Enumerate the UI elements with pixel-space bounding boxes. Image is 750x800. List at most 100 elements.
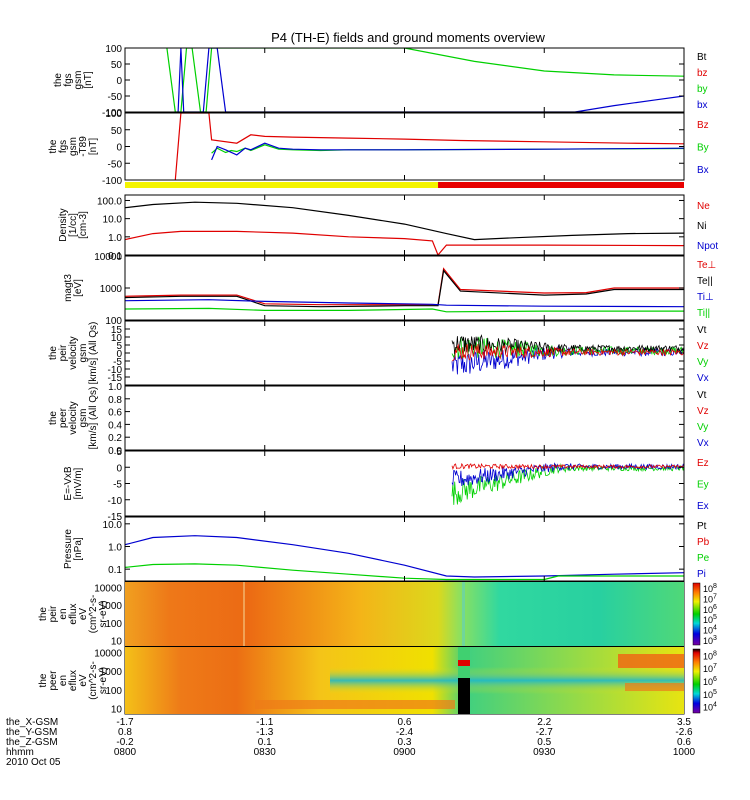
mode-bar-fast xyxy=(438,182,684,188)
y-tick-label: -100 xyxy=(102,176,122,187)
spectrogram-1-image xyxy=(125,582,684,646)
legend-entry: Ti|| xyxy=(697,308,710,319)
legend-entry: Vz xyxy=(697,406,709,417)
y-tick-label: -5 xyxy=(113,357,122,368)
y-tick-label: 10 xyxy=(111,704,123,715)
series-line xyxy=(125,535,684,578)
panel-frame xyxy=(124,385,685,451)
legend-entry: By xyxy=(697,143,709,154)
ylabel-line: (cm^2-s- xyxy=(88,661,99,700)
footer-row-label: the_Y-GSM xyxy=(6,727,57,738)
y-tick-label: 0.8 xyxy=(108,395,122,406)
ylabel-line: [eV] xyxy=(73,279,84,297)
ylabel-line: magt3 xyxy=(63,274,74,302)
colorbar-2 xyxy=(692,648,701,714)
legend-entry: Ez xyxy=(697,458,709,469)
series-line xyxy=(177,48,684,112)
legend-entry: Npot xyxy=(697,241,718,252)
panel-pressure: 10.0 1.0 0.1 Pressure [nPa] Pt Pb Pe Pi xyxy=(63,516,710,582)
y-tick-label: 50 xyxy=(111,126,123,137)
ylabel-line: peir xyxy=(48,605,59,622)
y-axis-label: the fgs gsm [nT] xyxy=(53,71,94,90)
x-ticks xyxy=(124,386,685,450)
footer-value: 0.6 xyxy=(398,717,412,728)
y-tick-label: 10 xyxy=(111,333,123,344)
legend-entry: Pe xyxy=(697,553,710,564)
footer-value: 0.8 xyxy=(118,727,132,738)
ylabel-line: [1/cc] xyxy=(68,213,79,237)
ylabel-line: velocity xyxy=(68,336,79,369)
legend-entry: bz xyxy=(697,68,708,79)
x-ticks xyxy=(124,451,685,516)
legend-entry: Vx xyxy=(697,373,709,384)
ylabel-line: en xyxy=(58,608,69,619)
ylabel-line: sr-eV) xyxy=(98,600,109,627)
ylabel-line: the xyxy=(48,411,59,425)
series-line xyxy=(451,463,684,505)
y-tick-label: 100 xyxy=(105,109,122,120)
legend-entry: Pt xyxy=(697,521,707,532)
ylabel-line: sr-eV) xyxy=(98,667,109,694)
colorbar-tick-label: 107 xyxy=(703,594,717,605)
y-axis-label: Density [1/cc] [cm-3] xyxy=(58,208,89,241)
y-axis-label: the fgs gsm -T89 [nT] xyxy=(48,136,99,157)
spectrogram-2-image xyxy=(125,647,684,714)
ylabel-line: en xyxy=(58,675,69,686)
y-tick-label: 50 xyxy=(111,60,123,71)
footer-value: 1000 xyxy=(673,747,696,758)
y-tick-label: 1000 xyxy=(100,284,123,295)
x-ticks xyxy=(124,113,685,180)
x-ticks xyxy=(124,195,685,255)
colorbar-tick-label: 108 xyxy=(703,650,717,661)
legend-entry: Vt xyxy=(697,390,707,401)
y-tick-label: 10 xyxy=(111,637,123,648)
panel-data xyxy=(451,462,684,505)
x-ticks xyxy=(124,48,685,112)
legend-entry: Vx xyxy=(697,438,709,449)
legend-entry: Bx xyxy=(697,165,709,176)
legend: Vt Vz Vy Vx xyxy=(697,390,709,449)
y-tick-label: 0 xyxy=(116,463,122,474)
legend-entry: Pb xyxy=(697,537,710,548)
panel-moments-density: 100.0 10.0 1.0 0.1 Density [1/cc] [cm-3] Ne Ni Np… xyxy=(58,194,718,262)
x-ticks xyxy=(124,256,685,320)
y-tick-label: 1000 xyxy=(100,667,123,678)
legend-entry: Te⊥ xyxy=(697,260,716,271)
ylabel-line: the xyxy=(53,73,64,87)
ylabel-line: eflux xyxy=(68,670,79,691)
footer-value: -2.7 xyxy=(536,727,554,738)
y-axis-label: magt3 [eV] xyxy=(63,274,84,302)
footer-value: -2.4 xyxy=(396,727,414,738)
y-axis-label: the peer en eflux eV (cm^2-s-sr-eV) xyxy=(38,661,109,700)
y-tick-label: 5 xyxy=(116,447,122,458)
panel-frame xyxy=(124,112,685,181)
ylabel-line: peer xyxy=(48,670,59,691)
footer-value: 0.5 xyxy=(537,737,551,748)
series-line xyxy=(451,343,684,362)
y-tick-label: 1.0 xyxy=(108,542,122,553)
y-tick-label: 0 xyxy=(116,349,122,360)
y-tick-label: 10.0 xyxy=(103,520,123,531)
legend-entry: Ne xyxy=(697,201,710,212)
legend-entry: Vy xyxy=(697,422,708,433)
colorbar-tick-label: 105 xyxy=(703,614,717,625)
y-tick-label: 15 xyxy=(111,325,123,336)
ylabel-line: gsm xyxy=(78,344,89,363)
ylabel-line: [km/s] (All Qs) xyxy=(88,387,99,450)
footer-row-label: the_X-GSM xyxy=(6,717,58,728)
ylabel-line: velocity xyxy=(68,401,79,434)
series-line xyxy=(451,462,684,487)
y-tick-label: 0.4 xyxy=(108,420,122,431)
ylabel-line: peir xyxy=(58,344,69,361)
ylabel-line: eV xyxy=(78,674,89,687)
footer-value: -1.3 xyxy=(256,727,274,738)
y-tick-label: 100 xyxy=(105,44,122,55)
ylabel-line: gsm xyxy=(78,409,89,428)
panel-fgm: 100 50 0 -50 -100 the fgs gsm -T89 [nT] Bz By Bx xyxy=(48,109,709,187)
y-axis-label: the peir en eflux eV (cm^2-s-sr-eV) xyxy=(38,595,109,634)
legend: Vt Vz Vy Vx xyxy=(697,325,709,384)
panel-data xyxy=(451,334,684,375)
panel-data xyxy=(125,201,684,255)
series-line xyxy=(451,462,684,471)
